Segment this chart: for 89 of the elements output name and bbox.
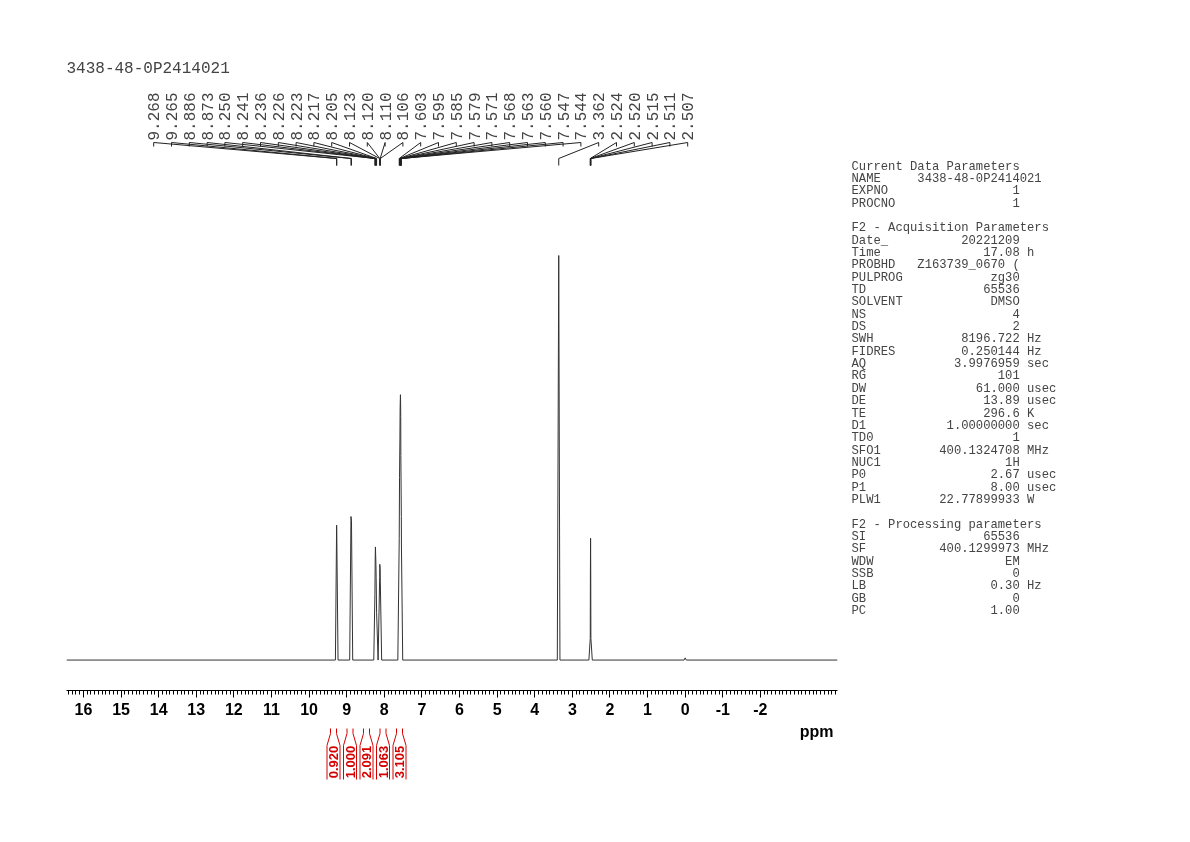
text: PC 1.00	[851, 604, 1020, 619]
annotation: 8.120	[359, 92, 378, 141]
text: Current Data Parameters	[851, 159, 1020, 174]
text: SWH 8196.722 Hz	[851, 332, 1042, 347]
annotation: 8.205	[324, 92, 343, 141]
x-tick-label: 7	[417, 700, 427, 718]
text: Time 17.08 h	[851, 245, 1035, 260]
annotation: 7.595	[431, 92, 449, 141]
x-tick-label: -1	[715, 700, 731, 718]
text: 2.091	[359, 745, 374, 779]
x-tick-label: 12	[224, 700, 243, 718]
annotation: 7.571	[484, 92, 503, 141]
annotation: 8.241	[235, 92, 254, 141]
annotation: 8.123	[342, 92, 360, 141]
annotation: 8.250	[217, 92, 236, 141]
annotation: 8.110	[377, 92, 396, 141]
text: F2 - Acquisition Parameters	[851, 221, 1049, 236]
text: 3.105	[392, 745, 407, 779]
annotation: 9.268	[146, 92, 165, 141]
x-tick-label: 9	[342, 700, 352, 718]
text: TD 65536	[851, 283, 1020, 297]
text: PLW1 22.77899933 W	[851, 492, 1036, 507]
text: P1 8.00 usec	[851, 480, 1057, 495]
x-tick-label: 1	[643, 700, 653, 718]
x-axis-title: ppm	[799, 722, 834, 740]
annotation: 7.568	[502, 92, 521, 141]
text: 0.920	[326, 745, 341, 779]
text: DE 13.89 usec	[851, 394, 1057, 409]
x-tick-label: 6	[455, 700, 465, 718]
x-tick-label: 15	[112, 700, 131, 718]
text: GB 0	[851, 591, 1020, 606]
text: NAME 3438-48-0P2414021	[851, 171, 1042, 186]
text: PROCNO 1	[851, 196, 1020, 211]
text: NS 4	[851, 307, 1020, 322]
text: P0 2.67 usec	[851, 468, 1057, 483]
text: TE 296.6 K	[851, 406, 1036, 421]
text: F2 - Processing parameters	[851, 517, 1042, 532]
annotation: 8.217	[306, 92, 325, 141]
annotation: 8.236	[253, 92, 271, 141]
annotation: 7.563	[520, 92, 538, 141]
annotation: 9.265	[164, 92, 182, 141]
text: D1 1.00000000 sec	[851, 418, 1049, 433]
annotation: 8.226	[270, 92, 289, 141]
annotation: 2.511	[662, 92, 681, 141]
annotation: 7.585	[448, 92, 467, 141]
annotation: 3.362	[591, 92, 610, 141]
x-tick-label: 16	[74, 700, 93, 718]
text: RG 101	[851, 369, 1020, 384]
text: WDW EM	[851, 554, 1020, 569]
annotation: 8.106	[395, 92, 414, 141]
text: PULPROG zg30	[851, 270, 1020, 285]
annotation: 8.223	[288, 92, 307, 141]
x-tick-label: -2	[753, 700, 768, 718]
x-tick-label: 3	[567, 700, 577, 718]
chart-title: 3438-48-0P2414021	[66, 59, 230, 78]
annotation: 7.547	[555, 92, 574, 141]
text: PROBHD Z163739_0670 (	[851, 258, 1020, 273]
annotation: 7.560	[537, 92, 556, 141]
x-tick-label: 13	[187, 700, 206, 718]
x-tick-label: 11	[263, 700, 281, 718]
x-tick-label: 0	[680, 700, 690, 718]
annotation: 8.886	[181, 92, 200, 141]
x-tick-label: 4	[530, 700, 540, 718]
text: 1.063	[375, 745, 391, 779]
x-tick-label: 5	[492, 700, 502, 718]
annotation: 7.579	[466, 92, 485, 141]
annotation: 2.524	[609, 92, 627, 141]
annotation: 2.507	[680, 92, 699, 141]
annotation: 2.520	[626, 92, 645, 141]
annotation: 7.544	[573, 92, 592, 141]
text: SFO1 400.1324708 MHz	[851, 443, 1049, 458]
annotation: 2.515	[644, 92, 663, 141]
text: EXPNO 1	[851, 184, 1020, 199]
text: 1.000	[342, 745, 358, 779]
annotation: 7.603	[413, 92, 432, 141]
x-tick-label: 8	[379, 700, 389, 718]
text: SOLVENT DMSO	[851, 295, 1020, 310]
text: DW 61.000 usec	[851, 381, 1057, 396]
text: TD0 1	[851, 431, 1020, 446]
x-tick-label: 10	[300, 700, 319, 718]
text: LB 0.30 Hz	[851, 579, 1042, 594]
text: FIDRES 0.250144 Hz	[851, 344, 1042, 359]
text: SI 65536	[851, 530, 1020, 544]
text: SF 400.1299973 MHz	[851, 542, 1049, 557]
x-tick-label: 2	[605, 700, 615, 718]
x-tick-label: 14	[149, 700, 168, 718]
annotation: 8.873	[199, 92, 218, 141]
text: Date_ 20221209	[851, 233, 1020, 248]
text: NUC1 1H	[851, 455, 1020, 470]
